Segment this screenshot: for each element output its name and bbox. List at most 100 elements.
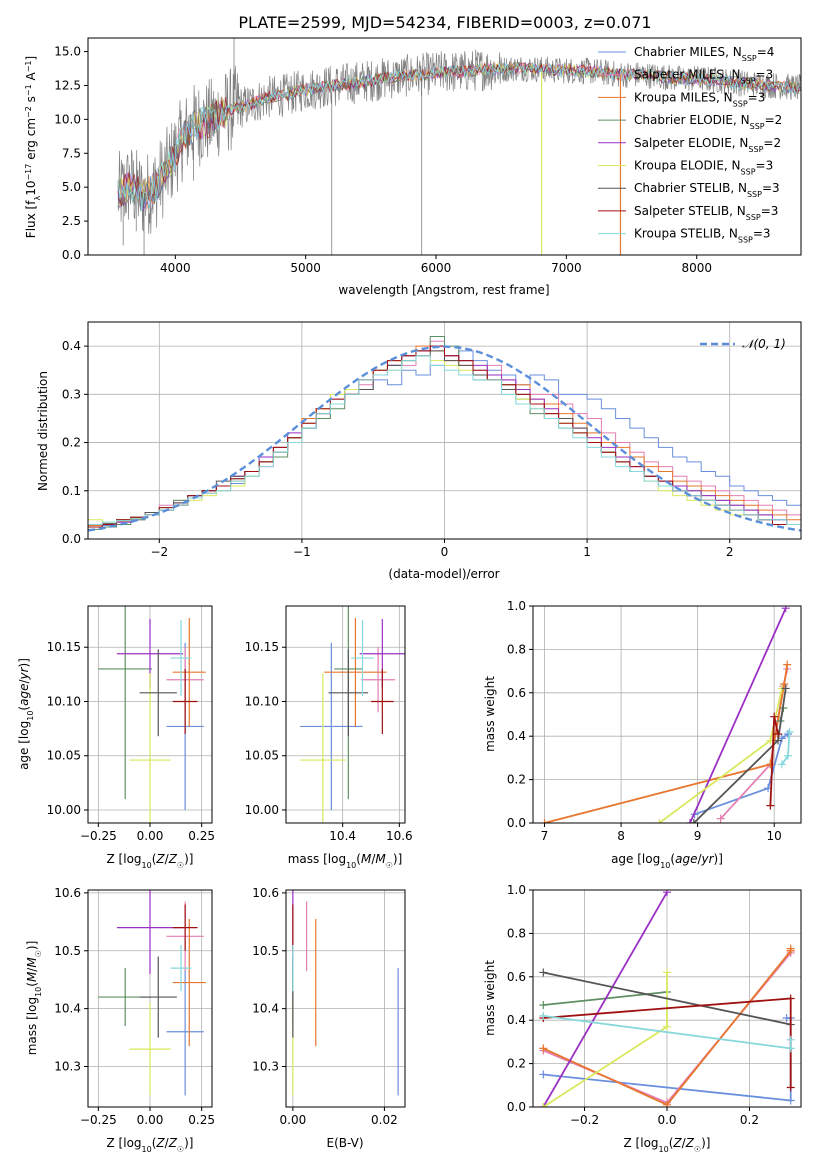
axes-spectrum: 4000 5000 6000 7000 8000 0.0 2.5 5.0 7.5 10.0 12.5… — [24, 37, 802, 297]
legend: 𝒩(0, 1) — [700, 337, 786, 351]
y-tick-label: 0.2 — [62, 436, 81, 450]
errorbar-point — [351, 620, 374, 697]
errorbar-point — [170, 944, 192, 992]
y-tick-label: 0.4 — [62, 339, 81, 353]
legend-entry: Kroupa STELIB, NSSP=3 — [634, 227, 771, 245]
errorbar-point — [300, 642, 363, 810]
y-axis-label: mass weight — [483, 960, 497, 1036]
y-tick-label: 0.0 — [62, 248, 81, 262]
y-tick-label: 0.2 — [507, 773, 526, 787]
x-axis-label: Z [log10(Z/Z☉)] — [107, 1136, 194, 1154]
y-tick-label: 10.5 — [54, 944, 81, 958]
massweight-marker — [770, 712, 779, 721]
y-tick-label: 10.6 — [252, 886, 279, 900]
massweight-marker — [774, 730, 783, 739]
x-tick-label: 10.4 — [329, 829, 356, 843]
y-tick-label: 0.0 — [62, 532, 81, 546]
massweight-marker — [777, 760, 786, 769]
errorbar-point — [328, 649, 369, 737]
massweight-marker — [786, 1083, 795, 1092]
massweight-marker — [782, 1014, 791, 1023]
errorbar-point — [129, 673, 171, 823]
x-tick-label: 0.02 — [371, 1113, 398, 1127]
errorbar-point — [172, 904, 198, 951]
x-tick-label: 8000 — [681, 261, 712, 275]
axes-frame: 10.4 10.6 10.00 10.05 10.10 10.15 mass [log10(… — [245, 605, 413, 870]
legend-entry: Chabrier MILES, NSSP=4 — [634, 45, 774, 63]
y-tick-label: 10.3 — [54, 1059, 81, 1073]
y-tick-label: 0.3 — [62, 387, 81, 401]
massweight-marker — [663, 1100, 671, 1107]
errorbar-point — [98, 606, 153, 800]
errorbar-point — [172, 918, 206, 1047]
errorbar-point — [116, 890, 184, 974]
plot-content — [540, 606, 794, 823]
massweight-marker — [783, 751, 792, 760]
legend-entry: 𝒩(0, 1) — [742, 337, 786, 351]
y-tick-label: 10.05 — [47, 749, 81, 763]
y-tick-label: 10.00 — [245, 803, 279, 817]
plot-content — [88, 335, 801, 532]
plot-area — [286, 890, 405, 1107]
plot-content — [300, 606, 405, 823]
x-tick-label: 0.00 — [137, 829, 164, 843]
axes-age_vs_mass: 10.4 10.6 10.00 10.05 10.10 10.15 mass [log10(… — [245, 605, 413, 870]
errorbar-point — [170, 620, 192, 697]
massweight-marker — [663, 890, 671, 897]
y-tick-label: 1.0 — [507, 883, 526, 897]
x-tick-label: 0.00 — [280, 1113, 307, 1127]
x-tick-label: −2 — [150, 545, 168, 559]
massweight-marker — [540, 819, 549, 823]
axes-frame: 0.00 0.02 10.3 10.4 10.5 10.6 E(B-V) — [252, 886, 406, 1150]
y-axis-label: mass weight — [483, 676, 497, 752]
massweight-marker — [539, 968, 548, 977]
legend-entry: Salpeter STELIB, NSSP=3 — [634, 204, 778, 222]
axes-mass_vs_Z: −0.25 0.00 0.25 10.3 10.4 10.5 10.6 Z [log10(Z/… — [25, 886, 215, 1154]
plot-content — [98, 890, 206, 1096]
model-spectrum — [117, 62, 801, 212]
x-tick-label: −0.25 — [80, 1113, 117, 1127]
y-tick-label: 10.15 — [47, 640, 81, 654]
massweight-line — [543, 971, 791, 1026]
massweight-line — [689, 607, 787, 823]
x-tick-label: 10 — [767, 829, 782, 843]
axes-border — [285, 605, 406, 824]
massweight-marker — [539, 1044, 548, 1053]
y-tick-label: 0.6 — [507, 686, 526, 700]
x-tick-label: −0.25 — [80, 829, 117, 843]
figure-panels: 4000 5000 6000 7000 80000.02.55.07.510.012.5… — [17, 37, 802, 1154]
plot-content — [117, 38, 801, 255]
y-tick-label: 0.4 — [507, 729, 526, 743]
y-tick-label: 0.0 — [507, 1100, 526, 1114]
y-tick-label: 10.3 — [252, 1059, 279, 1073]
x-tick-label: 9 — [694, 829, 702, 843]
legend-entry: Salpeter MILES, NSSP=3 — [634, 68, 773, 86]
massweight-marker — [663, 968, 671, 977]
y-tick-label: 10.00 — [47, 803, 81, 817]
x-tick-label: 0.25 — [188, 829, 215, 843]
y-tick-label: 12.5 — [54, 78, 81, 92]
massweight-marker — [786, 1096, 795, 1105]
x-tick-label: 5000 — [290, 261, 321, 275]
axes-frame: −0.25 0.00 0.25 10.3 10.4 10.5 10.6 Z [log10(Z/… — [25, 886, 215, 1154]
massweight-marker — [655, 819, 664, 823]
y-tick-label: 0.1 — [62, 484, 81, 498]
x-tick-label: 2 — [726, 545, 734, 559]
errorbar-point — [172, 668, 198, 735]
y-axis-label: Flux [fλ10−17 erg cm−2 s−1 A−1] — [24, 56, 42, 238]
axes-mass_vs_EBV: 0.00 0.02 10.3 10.4 10.5 10.6 E(B-V) — [252, 886, 406, 1150]
x-tick-label: 0 — [441, 545, 449, 559]
y-tick-label: 10.0 — [54, 112, 81, 126]
legend: Chabrier MILES, NSSP=4 Salpeter MILES, NS… — [598, 45, 782, 244]
y-tick-label: 10.5 — [252, 944, 279, 958]
plot-area — [286, 606, 405, 823]
plot-content — [98, 606, 206, 823]
x-tick-label: 7 — [541, 829, 549, 843]
y-tick-label: 2.5 — [62, 214, 81, 228]
axes-frame: −0.2 0.0 0.2 0.0 0.2 0.4 0.6 0.8 1.0 Z [log10(Z/Z… — [483, 883, 802, 1154]
x-tick-label: 6000 — [421, 261, 452, 275]
massweight-marker — [539, 1070, 548, 1079]
errorbar-point — [324, 617, 387, 727]
y-tick-label: 15.0 — [54, 45, 81, 59]
